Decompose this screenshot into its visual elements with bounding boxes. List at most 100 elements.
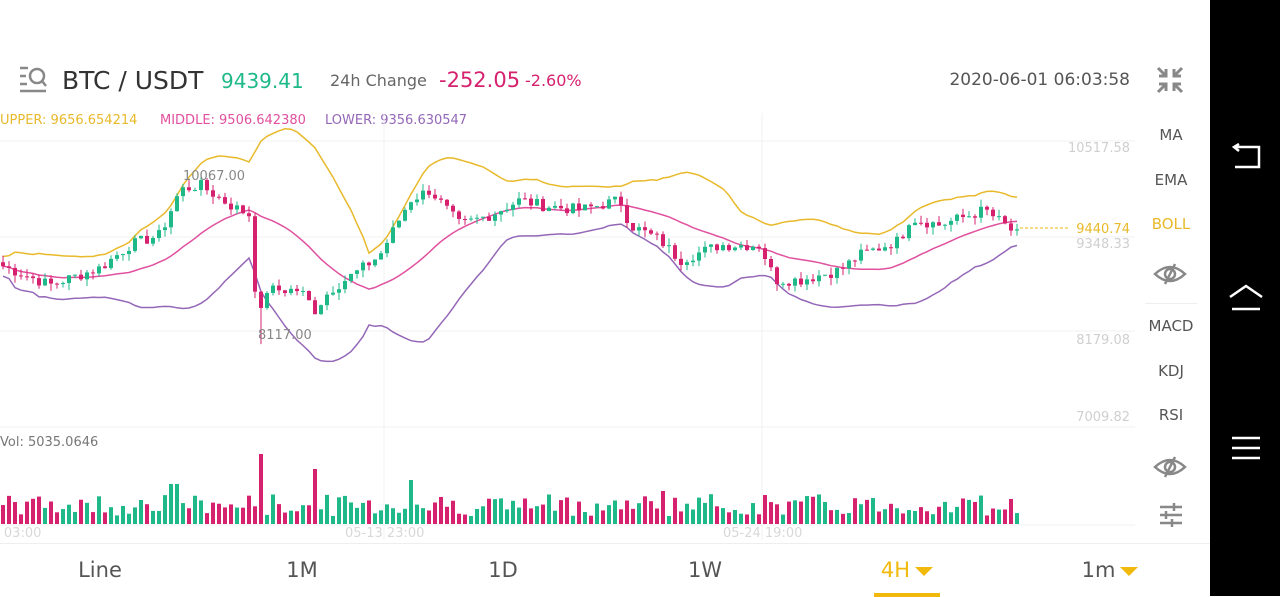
volume-bar [49, 501, 53, 524]
tab-1d[interactable]: 1D [488, 558, 518, 582]
volume-bar [949, 512, 953, 524]
volume-bar [25, 501, 29, 524]
volume-bar [79, 499, 83, 524]
search-list-icon[interactable] [18, 64, 50, 94]
candle-body [673, 245, 677, 259]
candle-body [367, 262, 371, 266]
volume-bar [655, 508, 659, 524]
candle-body [343, 281, 347, 290]
candle-body [769, 258, 773, 268]
candle-body [355, 270, 359, 274]
change-percent: -2.60% [525, 71, 582, 90]
volume-bar [901, 513, 905, 524]
volume-bar [853, 498, 857, 524]
volume-bar [907, 510, 911, 524]
volume-bar [589, 515, 593, 524]
volume-bar [379, 510, 383, 524]
volume-bar [733, 509, 737, 524]
candle-body [985, 206, 989, 210]
boll-lower-line [2, 223, 1018, 363]
volume-bar [139, 499, 143, 524]
volume-bar [241, 507, 245, 524]
menu-icon[interactable] [1232, 436, 1260, 460]
candlestick-chart[interactable]: 10517.58 9348.33 8179.08 7009.82 10067.00 811… [0, 0, 1140, 545]
hide-sub-indicator-icon[interactable] [1153, 455, 1187, 479]
candle-body [859, 249, 863, 261]
candle-body [499, 211, 503, 215]
collapse-icon[interactable] [1155, 65, 1185, 95]
volume-bar [499, 498, 503, 524]
volume-bar [799, 501, 803, 524]
tab-1w[interactable]: 1W [687, 558, 723, 582]
volume-bar [685, 503, 689, 524]
volume-bar [931, 514, 935, 524]
candle-body [205, 180, 209, 191]
volume-bar [7, 495, 11, 524]
volume-bar [385, 504, 389, 524]
candle-body [229, 203, 233, 210]
candle-body [727, 245, 731, 251]
candle-body [325, 294, 329, 306]
candle-body [433, 194, 437, 199]
candle-body [763, 248, 767, 259]
volume-bar [529, 508, 533, 524]
indicator-macd[interactable]: MACD [1148, 317, 1194, 335]
home-icon[interactable] [1228, 283, 1264, 313]
volume-bar [769, 502, 773, 524]
candle-body [805, 279, 809, 285]
tab-1m-minute[interactable]: 1m [1050, 558, 1170, 582]
volume-bar [115, 515, 119, 524]
indicator-boll[interactable]: BOLL [1151, 215, 1191, 233]
time-label: 05-03 03:00 [0, 526, 42, 541]
candle-body [439, 198, 443, 200]
candle-body [19, 275, 23, 277]
back-icon[interactable] [1229, 143, 1263, 171]
boll-upper: UPPER: 9656.654214 [0, 113, 138, 128]
volume-bar [259, 454, 263, 524]
pair-title[interactable]: BTC / USDT [62, 66, 204, 95]
volume-bar [445, 506, 449, 524]
volume-bar [1015, 513, 1019, 524]
candle-body [103, 266, 107, 269]
volume-bar [1003, 509, 1007, 524]
candle-body [841, 267, 845, 269]
candle-body [61, 283, 65, 285]
volume-bar [757, 514, 761, 524]
tab-1m-month[interactable]: 1M [286, 558, 318, 582]
volume-bar [337, 497, 341, 524]
candle-body [295, 288, 299, 292]
volume-bar [865, 499, 869, 524]
tab-4h[interactable]: 4H [847, 558, 967, 582]
volume-bar [643, 496, 647, 524]
tab-4h-label: 4H [880, 558, 911, 582]
candle-body [391, 227, 395, 243]
candle-body [25, 276, 29, 278]
candle-body [121, 254, 125, 256]
candle-body [511, 204, 515, 210]
boll-middle-line [2, 204, 1018, 290]
volume-bar [727, 512, 731, 524]
volume-bar [97, 496, 101, 524]
volume-bar [151, 510, 155, 524]
volume-bar [223, 507, 227, 524]
hide-main-indicator-icon[interactable] [1153, 262, 1187, 286]
tab-line[interactable]: Line [78, 558, 122, 582]
candle-body [307, 291, 311, 301]
candle-body [151, 237, 155, 244]
volume-bar [133, 507, 137, 524]
volume-bar [763, 495, 767, 524]
indicator-kdj[interactable]: KDJ [1158, 362, 1184, 380]
candle-body [493, 214, 497, 221]
indicator-ema[interactable]: EMA [1154, 171, 1188, 189]
settings-sliders-icon[interactable] [1158, 503, 1184, 527]
volume-bar [319, 509, 323, 524]
volume-bar [823, 501, 827, 524]
volume-bar [841, 513, 845, 524]
indicator-ma[interactable]: MA [1159, 126, 1183, 144]
volume-bar [481, 506, 485, 524]
candle-body [919, 222, 923, 224]
volume-bar [271, 494, 275, 524]
indicator-rsi[interactable]: RSI [1158, 406, 1184, 424]
candle-body [685, 262, 689, 265]
volume-bar [913, 510, 917, 524]
